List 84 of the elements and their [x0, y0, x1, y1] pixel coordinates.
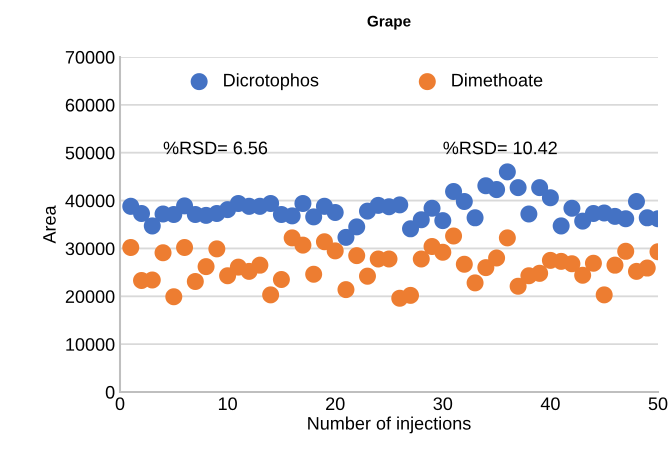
point [434, 244, 452, 261]
point [412, 211, 430, 228]
point [358, 268, 376, 285]
point [606, 256, 624, 274]
point [466, 209, 484, 226]
y-tick-label: 50000 [66, 146, 114, 160]
point [176, 197, 194, 214]
point [337, 281, 354, 298]
y-tick-label: 20000 [66, 290, 114, 304]
point [294, 194, 312, 212]
y-tick-label: 10000 [66, 338, 114, 351]
y-tick-label: 40000 [65, 194, 114, 208]
point [510, 179, 527, 196]
y-tick-label: 60000 [66, 98, 114, 112]
point [154, 244, 172, 262]
point [305, 266, 322, 283]
y-tick-label: 30000 [66, 242, 114, 256]
point [326, 204, 344, 222]
chart-title: Grape [368, 16, 411, 30]
point [477, 259, 494, 276]
point [305, 208, 322, 226]
point [424, 200, 441, 217]
point [434, 212, 452, 230]
point [488, 181, 506, 198]
point [552, 217, 570, 234]
point [122, 238, 140, 256]
point [337, 228, 354, 246]
point [638, 260, 656, 277]
point [542, 189, 559, 206]
point [466, 274, 484, 292]
point [262, 194, 280, 212]
x-tick-label: 0 [116, 397, 124, 410]
point [316, 233, 333, 250]
legend-label: Dicrotophos [224, 73, 318, 90]
point [251, 256, 268, 274]
point [412, 250, 430, 268]
point [498, 163, 516, 180]
x-tick-label: 50 [648, 397, 668, 410]
annotation: %RSD= 6.56 [164, 142, 268, 154]
point [402, 220, 420, 238]
y-tick-label: 70000 [66, 50, 114, 64]
point [348, 218, 366, 236]
point [488, 249, 506, 267]
x-axis-title: Number of injections [308, 416, 471, 434]
point [144, 217, 161, 234]
x-tick-label: 20 [326, 397, 345, 410]
point [262, 286, 280, 304]
point [208, 240, 226, 258]
point [445, 182, 462, 200]
point [563, 255, 580, 272]
point [531, 179, 548, 196]
x-tick-label: 30 [433, 397, 452, 410]
point [617, 242, 634, 260]
point [165, 288, 182, 306]
point [574, 266, 592, 284]
point [596, 286, 613, 304]
point [456, 256, 473, 273]
point [198, 258, 215, 276]
point [348, 247, 366, 264]
point [617, 210, 634, 228]
point [628, 193, 645, 210]
y-axis-title: Area [43, 205, 56, 244]
point [133, 204, 150, 222]
point [456, 193, 473, 210]
point [272, 271, 290, 288]
point [584, 254, 602, 272]
x-tick-label: 40 [540, 397, 560, 410]
point [531, 264, 548, 282]
point [563, 200, 580, 217]
point [498, 229, 516, 246]
point [326, 242, 344, 260]
legend-label: Dimethoate [452, 73, 542, 87]
annotation: %RSD= 10.42 [443, 142, 557, 154]
x-tick-label: 10 [218, 397, 237, 410]
y-tick-label: 0 [106, 386, 114, 399]
point [186, 272, 204, 290]
point [520, 205, 538, 222]
point [176, 238, 194, 256]
point [510, 278, 527, 295]
point [294, 236, 312, 254]
point [445, 227, 462, 244]
point [391, 196, 408, 214]
point [219, 267, 236, 284]
point [402, 286, 420, 304]
